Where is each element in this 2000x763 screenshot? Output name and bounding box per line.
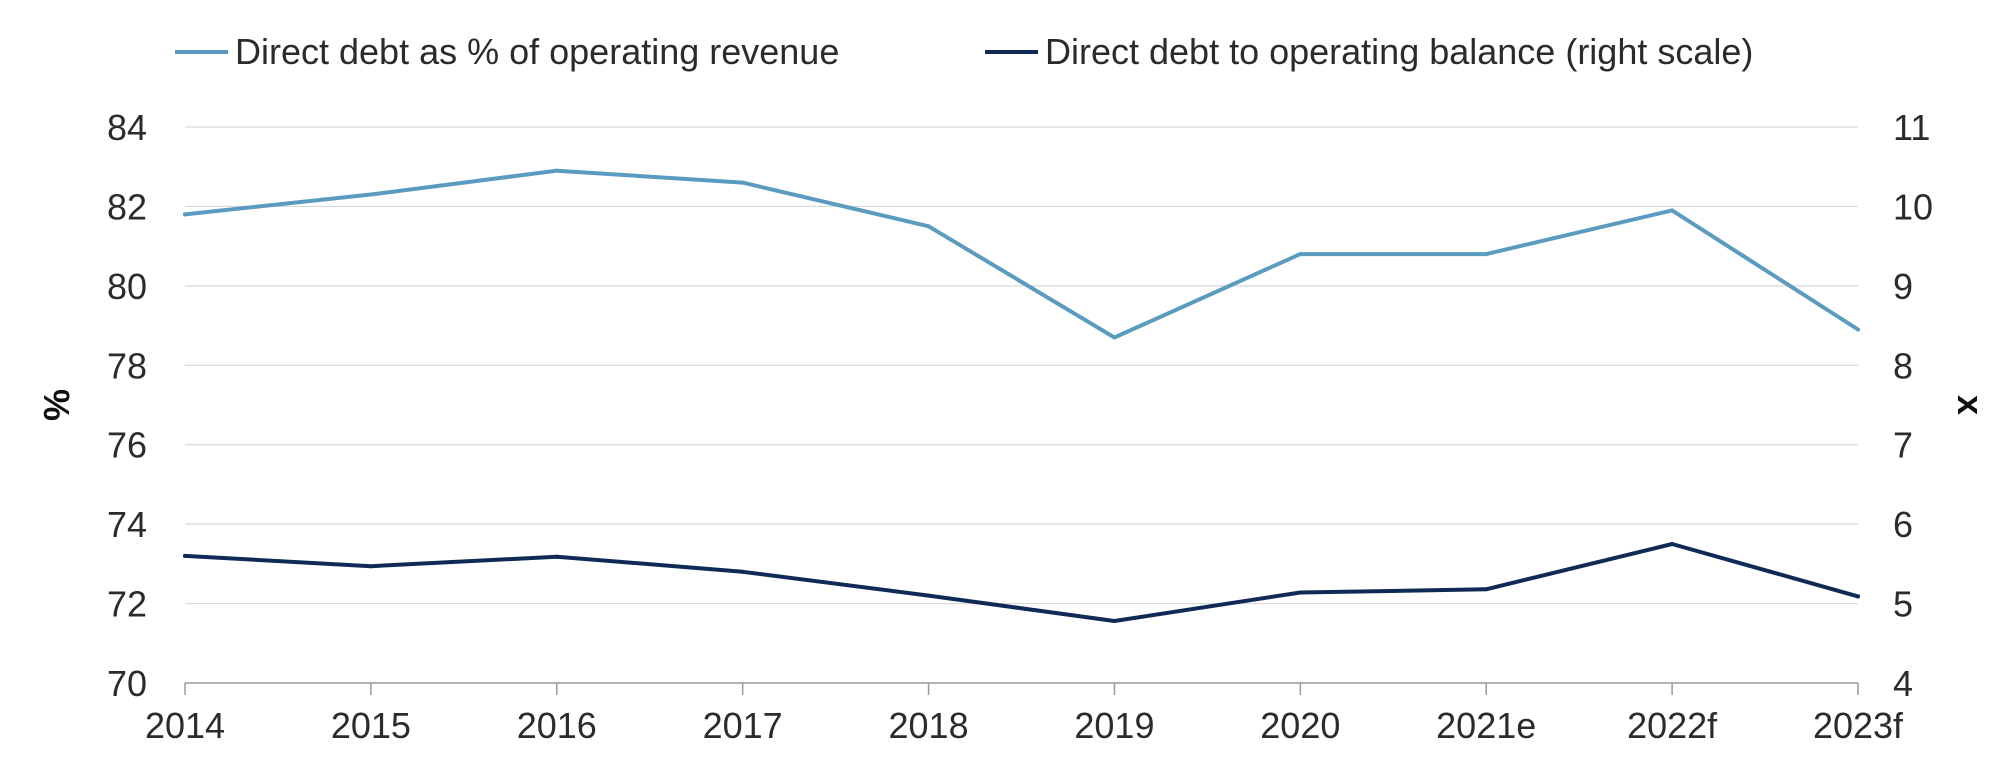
data-point [183, 212, 187, 217]
legend-label-1: Direct debt as % of operating revenue [235, 31, 839, 72]
left-axis-title: % [36, 389, 77, 421]
left-tick-label: 84 [107, 107, 147, 148]
data-point [740, 569, 745, 574]
left-tick-label: 74 [107, 504, 147, 545]
x-tick-label: 2020 [1260, 705, 1340, 746]
data-point [1484, 252, 1489, 257]
data-point [1112, 335, 1117, 340]
data-point [1484, 587, 1489, 592]
left-tick-label: 78 [107, 345, 147, 386]
right-tick-label: 5 [1893, 584, 1913, 625]
data-point [1856, 594, 1860, 599]
x-tick-label: 2022f [1627, 705, 1718, 746]
data-point [1298, 590, 1303, 595]
data-point [1112, 619, 1117, 624]
left-tick-label: 76 [107, 425, 147, 466]
right-tick-label: 7 [1893, 425, 1913, 466]
right-tick-label: 8 [1893, 345, 1913, 386]
right-tick-label: 11 [1893, 107, 1930, 148]
data-point [554, 554, 559, 559]
data-point [554, 168, 559, 173]
data-point [926, 593, 931, 598]
data-point [183, 553, 187, 558]
series-line-1 [183, 168, 1860, 340]
data-point [740, 180, 745, 185]
x-tick-label: 2019 [1074, 705, 1154, 746]
x-tick-label: 2016 [517, 705, 597, 746]
right-axis-title: x [1950, 395, 1991, 415]
data-point [1670, 208, 1675, 213]
gridlines [185, 126, 1858, 605]
legend: Direct debt as % of operating revenue Dir… [175, 31, 1753, 72]
left-tick-label: 72 [107, 584, 147, 625]
legend-label-2: Direct debt to operating balance (right … [1045, 31, 1753, 72]
left-tick-label: 82 [107, 186, 147, 227]
left-tick-label: 80 [107, 266, 147, 307]
right-tick-label: 10 [1893, 186, 1933, 227]
x-tick-label: 2018 [889, 705, 969, 746]
data-point [368, 192, 373, 197]
series-lines [183, 168, 1860, 624]
x-tick-label: 2023f [1813, 705, 1904, 746]
x-tick-label: 2014 [145, 705, 225, 746]
x-tick-label: 2017 [703, 705, 783, 746]
right-tick-label: 4 [1893, 663, 1913, 704]
data-point [1856, 327, 1860, 332]
right-tick-label: 9 [1893, 266, 1913, 307]
series-line-2 [183, 542, 1860, 623]
data-point [1670, 542, 1675, 546]
data-point [1298, 252, 1303, 257]
left-tick-label: 70 [107, 663, 147, 704]
data-point [926, 224, 931, 229]
x-tick-label: 2021e [1436, 705, 1536, 746]
x-tick-label: 2015 [331, 705, 411, 746]
right-tick-label: 6 [1893, 504, 1913, 545]
data-point [368, 564, 373, 569]
